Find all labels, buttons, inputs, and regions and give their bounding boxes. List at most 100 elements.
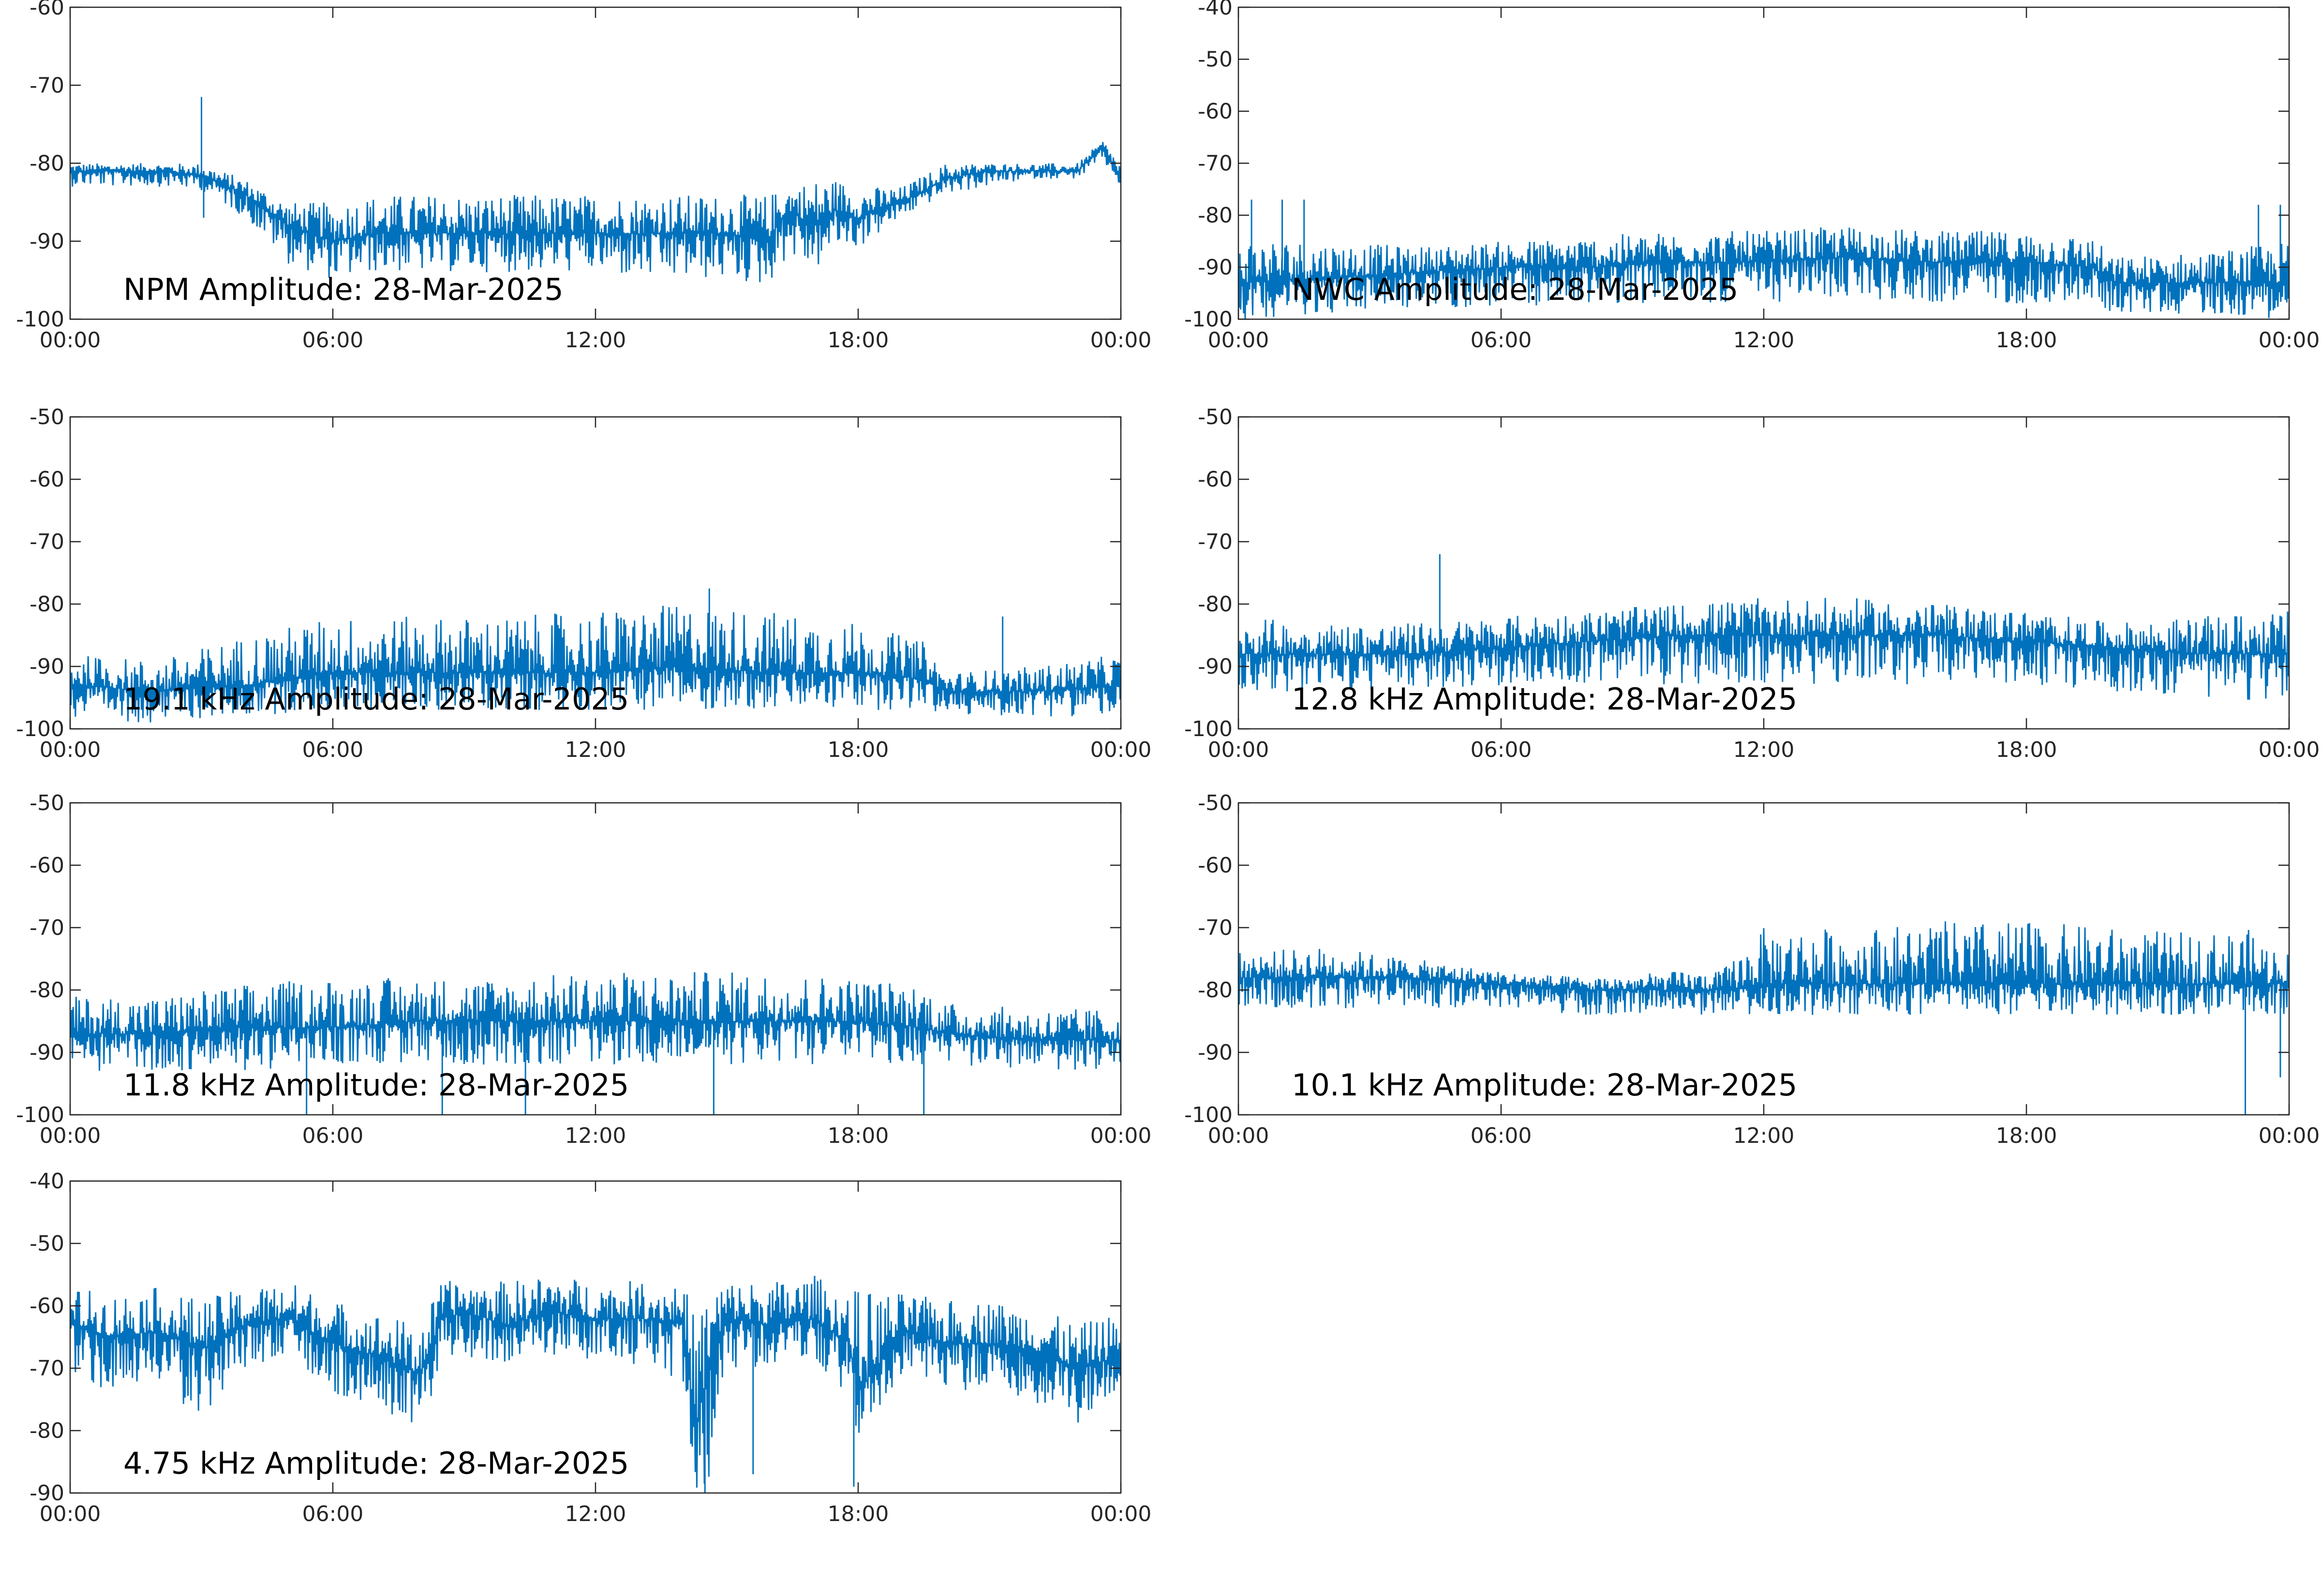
y-tick-label: -50 [30, 1231, 64, 1256]
chart-panel-5: -100 -90 -80 -70 -60 -50 00:00 06:00 12:00 18:00 0… [16, 791, 1151, 1148]
x-tick-label: 18:00 [1996, 328, 2057, 353]
y-tick-label: -100 [1184, 717, 1233, 741]
amplitude-trace [70, 142, 1121, 282]
x-tick-label: 06:00 [302, 738, 364, 762]
panel-title: NPM Amplitude: 28-Mar-2025 [123, 272, 564, 307]
x-tick-label: 12:00 [1733, 1123, 1795, 1148]
x-tick-label: 12:00 [1733, 738, 1795, 762]
amplitude-trace [1238, 598, 2289, 700]
y-tick-label: -80 [30, 151, 64, 176]
x-tick-label: 18:00 [828, 328, 889, 353]
x-tick-label: 00:00 [40, 738, 101, 762]
panel-title: NWC Amplitude: 28-Mar-2025 [1292, 272, 1738, 307]
y-tick-label: -70 [1198, 151, 1233, 176]
amplitude-trace [70, 606, 1121, 723]
x-tick-label: 12:00 [565, 1123, 626, 1148]
chart-panel-7: -90 -80 -70 -60 -50 -40 00:00 06:00 12:00 18:00 00… [30, 1169, 1151, 1526]
y-tick-label: -60 [30, 467, 64, 492]
y-tick-label: -80 [1198, 978, 1233, 1003]
y-tick-label: -50 [1198, 47, 1233, 72]
x-tick-label: 00:00 [1090, 738, 1152, 762]
y-tick-label: -70 [30, 916, 64, 940]
y-tick-label: -50 [1198, 791, 1233, 815]
y-tick-label: -70 [30, 530, 64, 554]
x-tick-label: 00:00 [1090, 1502, 1152, 1526]
chart-panel-4: -100 -90 -80 -70 -60 -50 00:00 06:00 12:00 18:00 0… [1184, 405, 2320, 762]
x-tick-label: 06:00 [302, 328, 364, 353]
x-tick-label: 06:00 [302, 1123, 364, 1148]
x-tick-label: 18:00 [828, 1123, 889, 1148]
chart-panel-3: -100 -90 -80 -70 -60 -50 00:00 06:00 12:00 18:00 0… [16, 405, 1151, 762]
y-tick-label: -70 [30, 1356, 64, 1381]
x-tick-label: 00:00 [40, 328, 101, 353]
x-tick-label: 00:00 [2259, 1123, 2320, 1148]
x-tick-label: 00:00 [1090, 1123, 1152, 1148]
x-tick-label: 18:00 [1996, 738, 2057, 762]
y-tick-label: -60 [30, 853, 64, 878]
y-tick-label: -60 [1198, 467, 1233, 492]
x-tick-label: 00:00 [2259, 738, 2320, 762]
y-tick-label: -60 [30, 0, 64, 20]
y-tick-label: -100 [16, 717, 64, 741]
y-tick-label: -100 [16, 307, 64, 332]
x-tick-label: 00:00 [40, 1502, 101, 1526]
y-tick-label: -90 [1198, 654, 1233, 679]
y-tick-label: -90 [30, 1040, 64, 1065]
x-tick-label: 00:00 [1208, 1123, 1269, 1148]
y-tick-label: -90 [30, 229, 64, 254]
x-tick-label: 12:00 [565, 738, 626, 762]
x-tick-label: 12:00 [565, 328, 626, 353]
y-tick-label: -100 [1184, 1103, 1233, 1127]
x-tick-label: 06:00 [1471, 738, 1532, 762]
y-tick-label: -90 [30, 654, 64, 679]
x-tick-label: 18:00 [828, 738, 889, 762]
y-tick-label: -80 [30, 978, 64, 1003]
amplitude-trace [1238, 227, 2289, 319]
x-tick-label: 12:00 [565, 1502, 626, 1526]
y-tick-label: -90 [1198, 1040, 1233, 1065]
y-tick-label: -80 [1198, 592, 1233, 617]
y-tick-label: -50 [30, 791, 64, 815]
y-tick-label: -50 [30, 405, 64, 429]
y-tick-label: -80 [1198, 203, 1233, 228]
x-tick-label: 18:00 [828, 1502, 889, 1526]
chart-panel-1: -100 -90 -80 -70 -60 00:00 06:00 12:00 18:00 00:0… [16, 0, 1151, 353]
panel-title: 12.8 kHz Amplitude: 28-Mar-2025 [1292, 681, 1797, 717]
panel-title: 4.75 kHz Amplitude: 28-Mar-2025 [123, 1446, 629, 1481]
y-tick-label: -80 [30, 592, 64, 617]
x-tick-label: 06:00 [1471, 1123, 1532, 1148]
amplitude-trace [70, 972, 1121, 1071]
chart-panel-2: -100 -90 -80 -70 -60 -50 -40 00:00 06:00 12:00 18:… [1184, 0, 2320, 353]
panel-title: 19.1 kHz Amplitude: 28-Mar-2025 [123, 681, 629, 717]
x-tick-label: 00:00 [1090, 328, 1152, 353]
y-tick-label: -40 [1198, 0, 1233, 20]
x-tick-label: 00:00 [1208, 328, 1269, 353]
x-tick-label: 00:00 [1208, 738, 1269, 762]
x-tick-label: 00:00 [40, 1123, 101, 1148]
y-tick-label: -50 [1198, 405, 1233, 429]
y-tick-label: -40 [30, 1169, 64, 1194]
x-tick-label: 06:00 [1471, 328, 1532, 353]
y-tick-label: -70 [30, 73, 64, 98]
amplitude-trace [1238, 921, 2289, 1015]
x-tick-label: 18:00 [1996, 1123, 2057, 1148]
amplitude-trace [70, 1275, 1121, 1488]
y-tick-label: -70 [1198, 916, 1233, 940]
panel-title: 11.8 kHz Amplitude: 28-Mar-2025 [123, 1067, 629, 1103]
y-tick-label: -90 [1198, 255, 1233, 280]
chart-panel-6: -100 -90 -80 -70 -60 -50 00:00 06:00 12:00 18:00 0… [1184, 791, 2320, 1148]
y-tick-label: -100 [1184, 307, 1233, 332]
panel-title: 10.1 kHz Amplitude: 28-Mar-2025 [1292, 1067, 1797, 1103]
y-tick-label: -60 [30, 1294, 64, 1318]
y-tick-label: -60 [1198, 853, 1233, 878]
y-tick-label: -80 [30, 1419, 64, 1443]
y-tick-label: -60 [1198, 99, 1233, 124]
x-tick-label: 06:00 [302, 1502, 364, 1526]
x-tick-label: 00:00 [2259, 328, 2320, 353]
y-tick-label: -100 [16, 1103, 64, 1127]
y-tick-label: -90 [30, 1481, 64, 1506]
y-tick-label: -70 [1198, 530, 1233, 554]
x-tick-label: 12:00 [1733, 328, 1795, 353]
